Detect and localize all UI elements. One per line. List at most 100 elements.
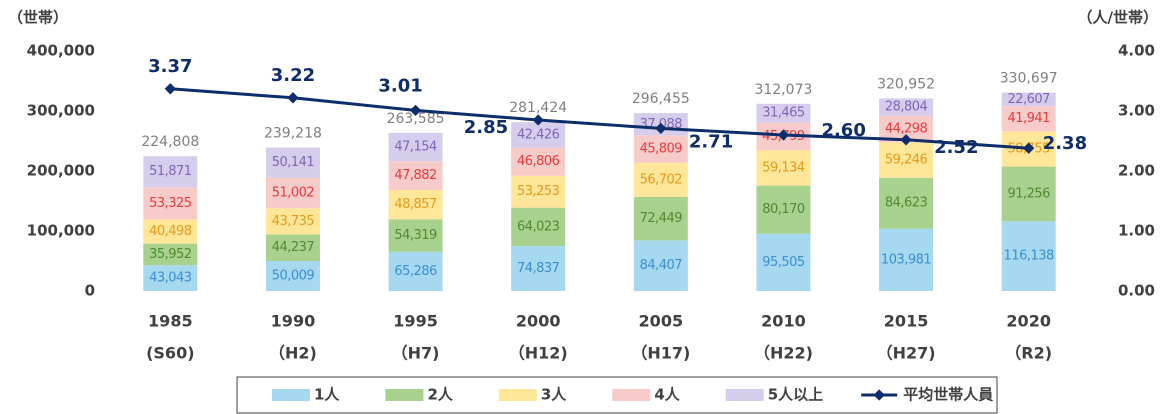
segment-label: 84,407 [640, 258, 683, 273]
bar-segment [511, 147, 566, 176]
y2-tick-label: 1.00 [1118, 222, 1155, 240]
y-axis-label: （世帯） [8, 9, 68, 27]
segment-label: 80,170 [762, 202, 805, 217]
bar-segment [1001, 166, 1056, 222]
line-marker [1023, 142, 1035, 154]
segment-label: 44,237 [272, 240, 315, 255]
legend-label: 5人以上 [768, 386, 823, 404]
y-tick-label: 200,000 [27, 162, 95, 180]
x-tick-label: 2020 [1006, 312, 1051, 331]
segment-label: 47,154 [394, 140, 437, 155]
line-label: 3.01 [378, 75, 422, 96]
bar-segment [511, 246, 566, 291]
segment-label: 53,325 [149, 196, 192, 211]
line-marker [287, 92, 299, 104]
segment-label: 51,871 [149, 164, 192, 179]
x-sub-label: (S60) [146, 344, 194, 363]
bar-segment [756, 233, 811, 291]
legend-swatch [498, 389, 537, 401]
segment-label: 64,023 [517, 219, 560, 234]
bar-segment [756, 150, 811, 186]
segment-label: 95,505 [762, 255, 805, 270]
y2-axis-label: （人/世帯） [1078, 9, 1158, 27]
segment-label: 43,043 [149, 271, 192, 286]
segment-label: 22,607 [1007, 92, 1050, 107]
segment-label: 53,253 [517, 184, 560, 199]
bar-segment [511, 175, 566, 208]
line [170, 87, 1029, 150]
x-tick-label: 1985 [148, 312, 193, 331]
bar-segment [388, 189, 443, 220]
bar-segment [265, 234, 320, 261]
bar-segment [143, 219, 198, 244]
legend-marker [873, 389, 885, 401]
legend-swatch [725, 389, 764, 401]
segment-label: 59,134 [762, 160, 805, 175]
bar-segment [633, 135, 688, 163]
bar-segment [388, 251, 443, 291]
segment-label: 41,941 [1007, 111, 1050, 126]
x-tick-label: 2015 [884, 312, 929, 331]
total-label: 330,697 [1000, 71, 1058, 87]
segment-label: 51,002 [272, 185, 315, 200]
segment-label: 56,702 [640, 172, 683, 187]
y-tick-label: 100,000 [27, 222, 95, 240]
bar-segment [143, 187, 198, 220]
x-tick-label: 1990 [271, 312, 316, 331]
x-tick-label: 1995 [393, 312, 438, 331]
bar-segment [633, 240, 688, 291]
bar-segment [143, 243, 198, 266]
bar-segment [265, 147, 320, 178]
segment-label: 35,952 [149, 247, 192, 262]
bar-segment [1001, 221, 1056, 291]
legend-label: 1人 [314, 386, 340, 404]
bar-segment [879, 177, 934, 229]
x-sub-label: （R2) [1005, 344, 1052, 363]
total-label: 239,218 [264, 125, 322, 141]
x-sub-label: （H2) [269, 344, 317, 363]
segment-label: 44,298 [885, 122, 928, 137]
x-tick-label: 2000 [516, 312, 561, 331]
legend-label: 2人 [427, 386, 453, 404]
y2-tick-label: 4.00 [1118, 42, 1155, 60]
segment-label: 48,857 [394, 197, 437, 212]
bar-segment [1001, 92, 1056, 107]
segment-label: 84,623 [885, 196, 928, 211]
y2-tick-label: 2.00 [1118, 162, 1155, 180]
segment-label: 50,009 [272, 268, 315, 283]
total-label: 263,585 [387, 111, 445, 127]
segment-label: 28,804 [885, 100, 928, 115]
bar-segment [265, 177, 320, 209]
bar-segment [1001, 106, 1056, 132]
line-label: 2.60 [821, 120, 865, 141]
line-label: 3.37 [148, 56, 192, 77]
y2-tick-label: 0.00 [1118, 282, 1155, 300]
bar-segment [756, 103, 811, 123]
line-label: 2.52 [934, 137, 978, 158]
bar-segment [388, 161, 443, 190]
segment-label: 31,465 [762, 106, 805, 121]
x-tick-label: 2010 [761, 312, 806, 331]
line-marker [777, 129, 790, 141]
segment-label: 65,286 [394, 264, 437, 279]
y-tick-label: 400,000 [27, 42, 95, 60]
segment-label: 91,256 [1007, 186, 1050, 201]
bar-segment [265, 208, 320, 235]
x-tick-label: 2005 [639, 312, 684, 331]
y-tick-label: 0 [85, 282, 95, 300]
y-tick-label: 300,000 [27, 102, 95, 120]
x-sub-label: （H12) [509, 344, 568, 363]
segment-label: 116,138 [1004, 249, 1054, 264]
bar-segment [633, 196, 688, 241]
segment-label: 74,837 [517, 261, 560, 276]
bar-segment [756, 185, 811, 234]
segment-label: 47,882 [394, 168, 437, 183]
legend-label: 3人 [541, 386, 567, 404]
legend-label: 4人 [654, 386, 680, 404]
bar-segment [633, 162, 688, 197]
line-label: 3.22 [271, 65, 315, 86]
bar-segment [143, 156, 198, 188]
x-sub-label: （H7) [392, 344, 440, 363]
line-marker [164, 83, 176, 95]
